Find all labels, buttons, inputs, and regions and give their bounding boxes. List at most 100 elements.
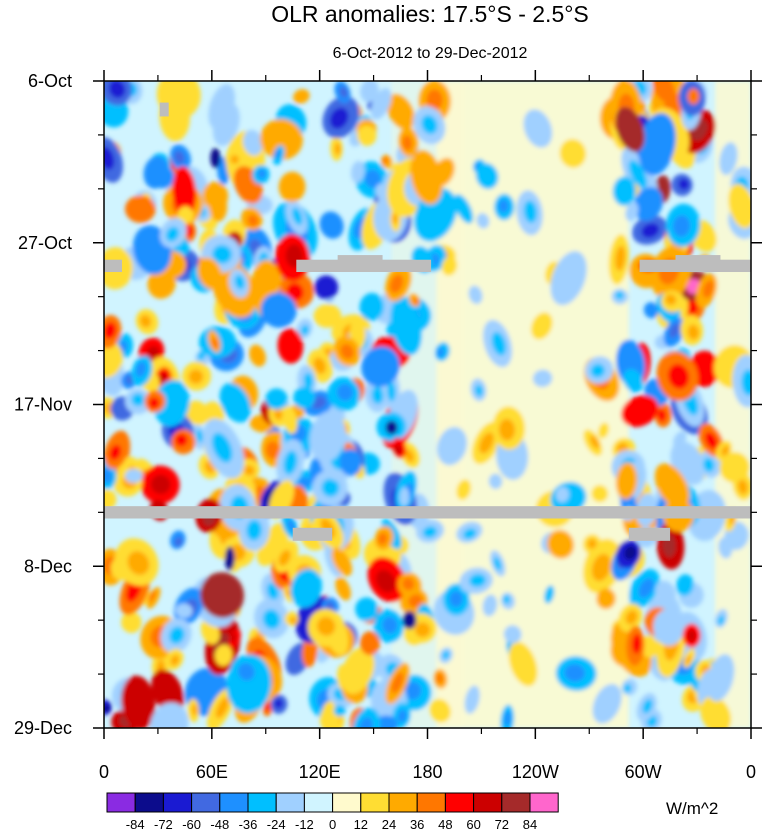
anomaly-blob [109, 444, 122, 460]
anomaly-blob [404, 449, 415, 463]
colorbar-swatch [501, 792, 531, 813]
anomaly-blob [265, 388, 288, 410]
x-tick-label: 0 [99, 762, 109, 782]
anomaly-blob [625, 202, 639, 222]
anomaly-blob [591, 485, 609, 503]
anomaly-blob [503, 625, 522, 644]
missing-data-band [337, 255, 383, 262]
anomaly-blob [274, 698, 283, 709]
anomaly-blob [262, 609, 281, 630]
anomaly-blob [498, 199, 509, 213]
colorbar-swatch [106, 792, 136, 813]
anomaly-blob [700, 696, 732, 728]
anomaly-blob [104, 146, 115, 170]
anomaly-blob [234, 274, 245, 290]
anomaly-blob [200, 572, 244, 618]
anomaly-blob [523, 109, 553, 148]
anomaly-blob [591, 553, 612, 582]
anomaly-blob [717, 615, 725, 626]
anomaly-blob [169, 626, 185, 644]
anomaly-blob [638, 578, 654, 598]
colorbar-swatch [529, 792, 559, 813]
missing-data-band [159, 102, 169, 117]
anomaly-blob [293, 89, 310, 104]
anomaly-blob [687, 88, 700, 105]
colorbar-level-label: 0 [329, 817, 336, 830]
anomaly-blob [175, 603, 193, 619]
anomaly-blob [211, 432, 233, 463]
anomaly-blob [628, 160, 648, 189]
anomaly-blob [422, 526, 437, 538]
anomaly-blob [652, 81, 676, 103]
anomaly-blob [322, 701, 335, 717]
anomaly-blob [303, 372, 314, 389]
anomaly-blob [202, 181, 229, 210]
anomaly-blob [278, 171, 306, 203]
anomaly-blob [672, 215, 691, 237]
anomaly-blob [596, 588, 616, 610]
anomaly-blob [523, 200, 538, 224]
anomaly-blob [301, 636, 318, 668]
colorbar-swatch [303, 792, 334, 813]
anomaly-blob [197, 351, 206, 361]
anomaly-blob [309, 411, 346, 463]
anomaly-blob [197, 257, 223, 290]
missing-data-band [675, 255, 721, 262]
anomaly-blob [436, 347, 445, 358]
anomaly-blob [564, 664, 585, 682]
anomaly-blob [188, 369, 204, 384]
x-tick-label: 120W [512, 762, 559, 782]
anomaly-blob [386, 93, 415, 130]
anomaly-blob [491, 331, 507, 356]
anomaly-blob [121, 675, 156, 728]
anomaly-blob [653, 609, 684, 646]
anomaly-blob [559, 139, 586, 168]
missing-data-band [104, 259, 122, 273]
anomaly-blob [665, 294, 677, 306]
anomaly-blob [413, 298, 419, 305]
anomaly-blob [274, 148, 281, 159]
colorbar-swatch [219, 792, 249, 813]
missing-data-band [296, 259, 432, 273]
anomaly-blob [441, 256, 458, 276]
anomaly-blob [623, 684, 632, 693]
anomaly-blob [359, 717, 374, 728]
anomaly-blob [340, 343, 354, 359]
anomaly-blob [641, 223, 660, 238]
anomaly-blob [146, 346, 160, 361]
anomaly-blob [355, 597, 379, 622]
anomaly-blob [230, 155, 240, 164]
anomaly-blob [638, 113, 676, 176]
anomaly-blob [273, 407, 283, 420]
anomaly-blob [546, 529, 574, 559]
anomaly-blob [314, 275, 339, 300]
colorbar-swatch [388, 792, 418, 813]
anomaly-blobs [104, 81, 751, 728]
anomaly-blob [488, 473, 503, 490]
anomaly-blob [633, 186, 663, 221]
anomaly-blob [498, 418, 516, 441]
anomaly-blob [230, 633, 237, 643]
anomaly-blob [397, 709, 407, 723]
anomaly-blob [247, 214, 259, 227]
x-tick-label: 120E [299, 762, 341, 782]
anomaly-blob [719, 142, 738, 176]
anomaly-blob [104, 704, 110, 713]
colorbar-level-label: -12 [295, 817, 314, 830]
anomaly-blob [139, 314, 152, 328]
anomaly-blob [479, 432, 494, 454]
colorbar-level-label: 24 [382, 817, 396, 830]
anomaly-blob [321, 478, 340, 497]
colorbar-swatch [444, 792, 475, 813]
anomaly-blob [212, 244, 233, 264]
anomaly-blob [402, 611, 417, 630]
anomaly-blob [313, 304, 342, 328]
anomaly-blob [359, 631, 380, 656]
anomaly-blob [300, 325, 309, 336]
anomaly-blob [624, 545, 637, 560]
anomaly-blob [382, 616, 398, 634]
anomaly-blob [476, 213, 490, 229]
anomaly-blob [214, 644, 233, 667]
anomaly-blob [246, 519, 262, 541]
